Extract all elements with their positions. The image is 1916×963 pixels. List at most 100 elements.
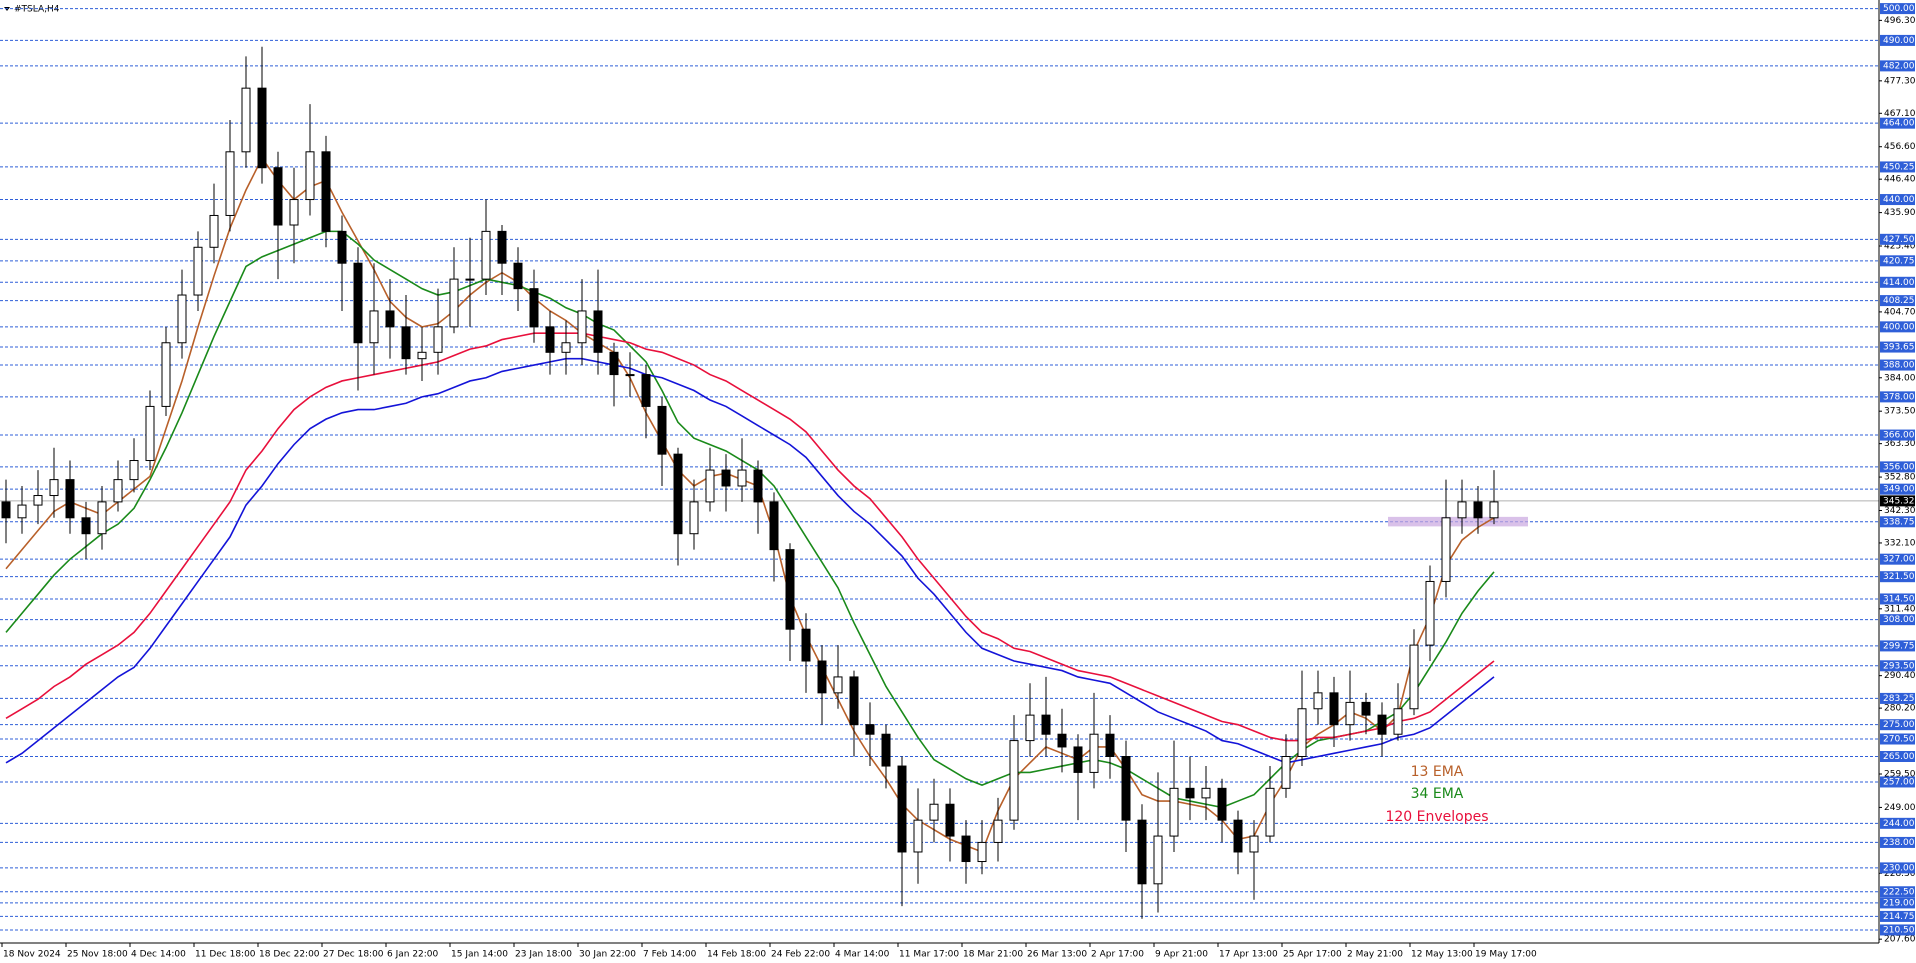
level-label: 265.00: [1883, 752, 1915, 762]
candle-body: [673, 453, 683, 535]
candle-body: [1233, 819, 1243, 853]
candle-body: [865, 724, 875, 735]
candle-body: [977, 841, 987, 863]
zone: [1388, 516, 1528, 527]
indicator-line: [5, 230, 1495, 809]
y-tick-label: 342.30: [1884, 506, 1916, 516]
candle-body: [289, 199, 299, 226]
level-label: 222.50: [1883, 887, 1915, 897]
level-label-box: [1880, 321, 1915, 333]
level-label-box: [1880, 776, 1915, 788]
candle-body: [1393, 708, 1403, 735]
x-tick-label: 9 Apr 21:00: [1155, 950, 1208, 960]
candle-body: [1425, 580, 1435, 646]
candle-body: [225, 151, 235, 216]
level-label-box: [1880, 660, 1915, 672]
candle-body: [1073, 746, 1083, 773]
candle-body: [641, 374, 651, 407]
candle-body: [1441, 517, 1451, 582]
level-label-box: [1880, 194, 1915, 206]
level-label-box: [1880, 862, 1915, 874]
x-tick-label: 2 May 21:00: [1347, 950, 1403, 960]
y-tick-label: 228.30: [1884, 869, 1916, 879]
candle-body: [1025, 714, 1035, 742]
x-tick-label: 15 Jan 14:00: [451, 950, 508, 960]
level-label-box: [1880, 593, 1915, 605]
level-label: 349.00: [1883, 485, 1915, 495]
level-label: 408.25: [1883, 296, 1915, 306]
y-tick-label: 384.00: [1884, 373, 1916, 383]
indicator-line: [5, 357, 1495, 764]
x-tick-label: 4 Mar 14:00: [835, 950, 890, 960]
candle-body: [785, 549, 795, 630]
candle-body: [1329, 692, 1339, 726]
candle-body: [529, 288, 539, 328]
y-tick-label: 363.30: [1884, 439, 1916, 449]
candle-body: [1313, 692, 1323, 710]
candle-body: [753, 469, 763, 503]
candle-body: [1169, 787, 1179, 837]
x-tick-label: 18 Dec 22:00: [259, 950, 320, 960]
x-tick-label: 7 Feb 14:00: [643, 950, 697, 960]
indicator-line: [5, 332, 1495, 742]
axis-panel: [1879, 0, 1916, 963]
x-tick-label: 25 Apr 17:00: [1283, 950, 1342, 960]
level-label-box: [1880, 733, 1915, 745]
candle-body: [593, 310, 603, 353]
y-tick-label: 280.20: [1884, 704, 1916, 714]
x-tick-label: 12 May 13:00: [1411, 950, 1473, 960]
candle-body: [1041, 714, 1051, 735]
level-label-box: [1880, 924, 1915, 936]
level-label-box: [1880, 341, 1915, 353]
candle-body: [241, 87, 251, 153]
x-tick-label: 27 Dec 18:00: [323, 950, 384, 960]
candle-body: [993, 819, 1003, 843]
candle-body: [769, 501, 779, 551]
candle-body: [145, 405, 155, 462]
level-label: 230.00: [1883, 863, 1915, 873]
candle-body: [1, 501, 11, 519]
level-label-box: [1880, 233, 1915, 245]
candle-body: [1457, 501, 1467, 519]
x-tick-label: 14 Feb 18:00: [707, 950, 766, 960]
candle-body: [625, 374, 635, 377]
x-tick-label: 23 Jan 18:00: [515, 950, 572, 960]
candle-body: [833, 676, 843, 694]
level-label: 400.00: [1883, 322, 1915, 332]
y-tick-label: 477.30: [1884, 76, 1916, 86]
level-label: 378.00: [1883, 392, 1915, 402]
level-label: 388.00: [1883, 361, 1915, 371]
level-label-box: [1880, 553, 1915, 565]
level-label-box: [1880, 429, 1915, 441]
y-tick-label: 249.00: [1884, 803, 1916, 813]
y-tick-label: 467.10: [1884, 109, 1916, 119]
level-label: 314.50: [1883, 594, 1915, 604]
level-label-box: [1880, 391, 1915, 403]
candle-body: [385, 310, 395, 328]
level-label-box: [1880, 692, 1915, 704]
candle-body: [705, 469, 715, 503]
candle-body: [1377, 714, 1387, 735]
y-tick-label: 207.60: [1884, 935, 1916, 945]
candle-body: [1361, 701, 1371, 716]
candle-body: [1217, 787, 1227, 821]
level-label: 283.25: [1883, 694, 1915, 704]
level-label: 464.00: [1883, 119, 1915, 129]
candle-body: [881, 733, 891, 767]
candle-body: [321, 151, 331, 232]
candle-body: [97, 501, 107, 535]
level-label-box: [1880, 910, 1915, 922]
level-label: 244.00: [1883, 819, 1915, 829]
candle-body: [33, 495, 43, 506]
candle-body: [113, 479, 123, 503]
candle-body: [401, 326, 411, 360]
candle-body: [1105, 733, 1115, 758]
candle-body: [177, 294, 187, 344]
level-label: 210.50: [1883, 925, 1915, 935]
level-label-box: [1880, 483, 1915, 495]
level-label-box: [1880, 359, 1915, 371]
candle-body: [481, 230, 491, 280]
candle-body: [209, 214, 219, 248]
y-tick-label: 290.40: [1884, 671, 1916, 681]
level-label-box: [1880, 161, 1915, 173]
